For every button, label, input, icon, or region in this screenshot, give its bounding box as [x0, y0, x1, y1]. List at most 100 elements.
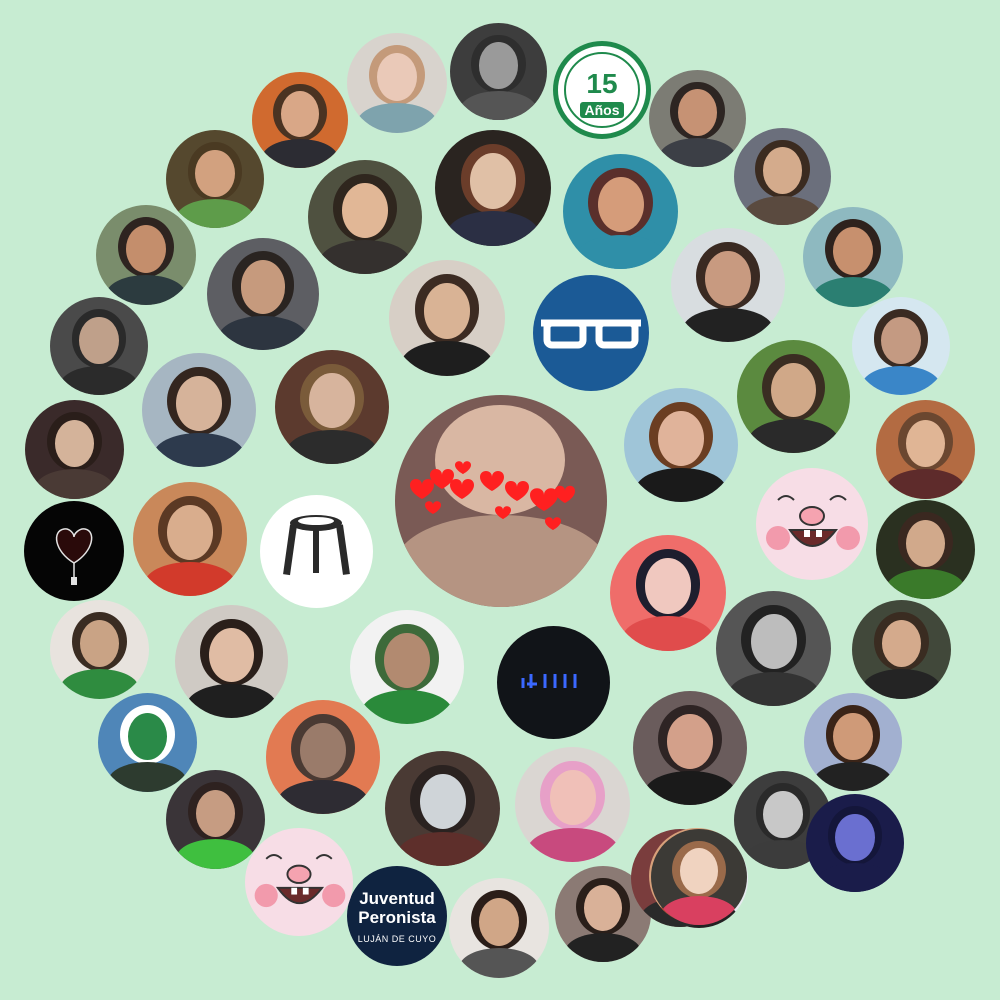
face — [905, 419, 946, 468]
avatar-clock[interactable] — [497, 626, 610, 739]
avatar-photo-28[interactable] — [175, 605, 288, 718]
avatar-photo-30[interactable] — [716, 591, 831, 706]
face — [419, 774, 466, 830]
avatar-photo-18[interactable] — [737, 340, 850, 453]
avatar-photo-36[interactable] — [385, 751, 500, 866]
avatar-photo-26[interactable] — [50, 600, 149, 699]
avatar-photo-40[interactable] — [555, 866, 651, 962]
face — [479, 42, 518, 89]
avatar-center[interactable] — [395, 395, 607, 607]
avatar-photo-11[interactable] — [803, 207, 903, 307]
shoulders — [59, 365, 139, 395]
shoulders — [361, 689, 453, 724]
avatar-heart-sticker[interactable] — [24, 501, 124, 601]
avatar-campaign-logo[interactable]: 15 Años — [553, 41, 651, 139]
shoulders — [400, 341, 494, 376]
avatar-photo-01[interactable] — [347, 33, 447, 133]
avatar-photo-06[interactable] — [734, 128, 831, 225]
face — [377, 53, 417, 101]
avatar-photo-34[interactable] — [804, 693, 902, 791]
avatar-photo-27[interactable] — [852, 600, 951, 699]
avatar-photo-05[interactable] — [166, 130, 264, 228]
avatar-photo-16[interactable] — [852, 297, 950, 395]
avatar-photo-03[interactable] — [252, 72, 348, 168]
shoulders — [175, 839, 256, 869]
avatar-photo-04[interactable] — [649, 70, 746, 167]
shoulders — [459, 90, 538, 120]
avatar-photo-09[interactable] — [563, 154, 678, 269]
shoulders — [106, 275, 186, 305]
avatar-photo-45[interactable] — [651, 829, 747, 925]
shoulders — [277, 779, 369, 814]
face — [469, 153, 517, 209]
avatar-glasses[interactable] — [533, 275, 649, 391]
face — [770, 362, 817, 417]
face — [54, 419, 95, 468]
avatar-photo-17[interactable] — [275, 350, 389, 464]
face — [549, 770, 596, 826]
avatar-photo-02[interactable] — [450, 23, 547, 120]
face — [309, 372, 355, 428]
avatar-pink-face-2[interactable] — [245, 828, 353, 936]
face — [342, 182, 388, 238]
stool-icon — [283, 515, 350, 576]
shoulders — [574, 234, 667, 269]
avatar-photo-42[interactable] — [806, 794, 904, 892]
avatar-photo-23[interactable] — [133, 482, 247, 596]
shoulders — [319, 239, 411, 274]
avatar-photo-10[interactable] — [96, 205, 196, 305]
face — [79, 619, 120, 668]
avatar-photo-19[interactable] — [142, 353, 256, 467]
face — [79, 316, 119, 364]
face — [750, 614, 797, 670]
face — [667, 713, 713, 769]
avatar-photo-31[interactable] — [98, 693, 197, 792]
face — [644, 558, 692, 614]
face — [763, 790, 803, 838]
face — [881, 619, 922, 668]
shoulders — [660, 896, 738, 925]
avatar-photo-12[interactable] — [207, 238, 319, 350]
avatar-photo-21[interactable] — [624, 388, 738, 502]
avatar-photo-24[interactable] — [876, 500, 975, 599]
face — [127, 712, 168, 761]
avatar-photo-29[interactable] — [350, 610, 464, 724]
avatar-photo-14[interactable] — [389, 260, 505, 376]
face — [835, 813, 875, 861]
avatar-photo-20[interactable] — [25, 400, 124, 499]
avatar-photo-35[interactable] — [266, 700, 380, 814]
avatar-photo-13[interactable] — [671, 228, 785, 342]
shoulders — [396, 831, 489, 866]
shoulders — [861, 365, 941, 395]
avatar-stool-sticker[interactable] — [260, 495, 373, 608]
shoulders — [153, 432, 245, 467]
shoulders — [727, 671, 820, 706]
avatar-photo-08[interactable] — [435, 130, 551, 246]
avatar-photo-25[interactable] — [610, 535, 726, 651]
avatar-photo-22[interactable] — [876, 400, 975, 499]
shoulders — [357, 103, 437, 133]
eyeglasses-icon — [541, 319, 641, 349]
avatar-photo-39[interactable] — [449, 878, 549, 978]
face — [763, 147, 802, 194]
face — [833, 227, 873, 275]
avatar-photo-37[interactable] — [166, 770, 265, 869]
logo-title-line2: Peronista — [358, 908, 436, 927]
face — [705, 250, 751, 306]
shoulders — [815, 862, 895, 892]
shoulders — [218, 316, 308, 350]
avatar-juventud-logo[interactable]: Juventud Peronista LUJÁN DE CUYO — [347, 866, 447, 966]
face — [479, 898, 519, 946]
avatar-photo-07[interactable] — [308, 160, 422, 274]
shoulders — [885, 569, 966, 599]
avatar-photo-15[interactable] — [50, 297, 148, 395]
face — [208, 627, 255, 682]
avatar-photo-32[interactable] — [515, 747, 630, 862]
face — [833, 712, 873, 760]
shoulders — [635, 467, 727, 502]
shoulders — [59, 669, 140, 699]
avatar-pink-face-1[interactable] — [756, 468, 868, 580]
avatar-photo-33[interactable] — [633, 691, 747, 805]
shoulders — [34, 469, 115, 499]
face — [583, 885, 623, 932]
